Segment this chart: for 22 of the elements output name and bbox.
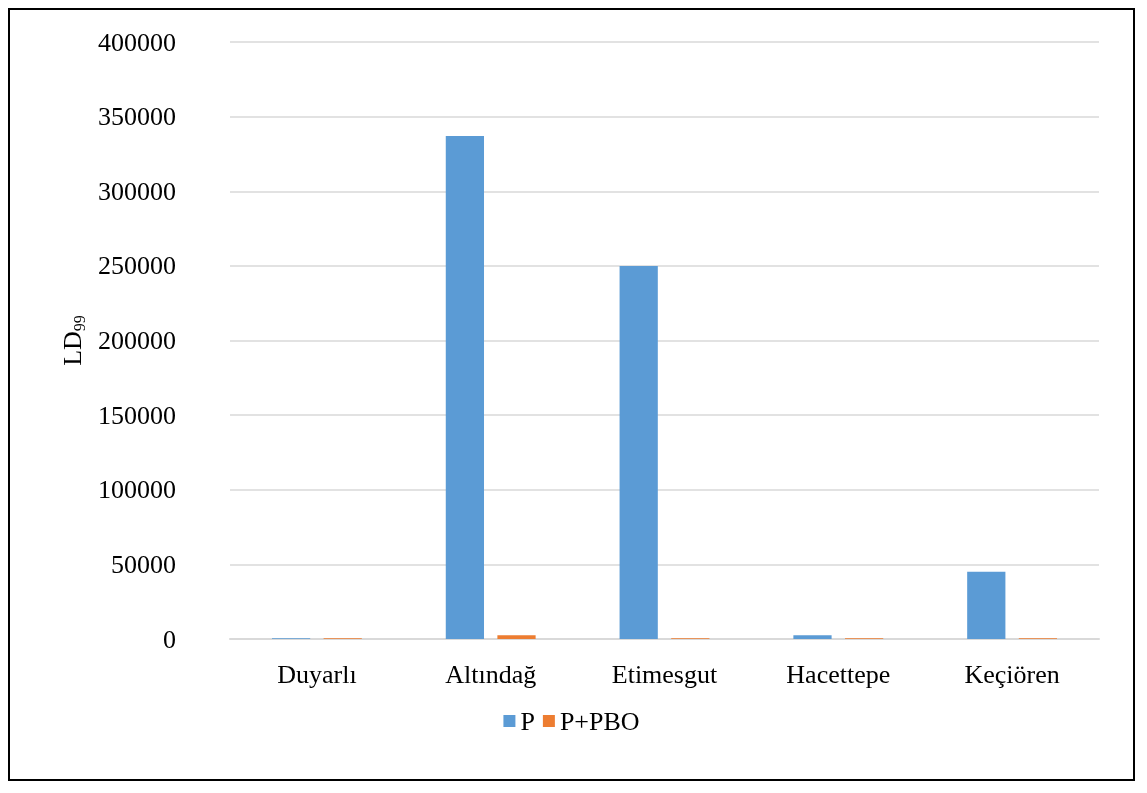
bar: [793, 635, 832, 639]
bar: [967, 571, 1006, 639]
y-tick-label: 100000: [98, 475, 176, 505]
x-tick-label: Duyarlı: [277, 659, 357, 689]
y-tick-label: 50000: [111, 549, 176, 579]
legend-label: P: [520, 706, 535, 736]
y-tick-label: 150000: [98, 400, 176, 430]
x-tick-label: Hacettepe: [786, 659, 891, 689]
y-tick-label: 350000: [98, 102, 176, 132]
x-tick-label: Keçiören: [964, 659, 1060, 689]
bar: [619, 265, 658, 639]
x-tick-label: Etimesgut: [611, 659, 718, 689]
y-tick-label: 300000: [98, 176, 176, 206]
y-tick-label: 400000: [98, 27, 176, 57]
bar: [497, 635, 536, 639]
y-tick-label: 200000: [98, 326, 176, 355]
y-tick-label: 0: [163, 624, 176, 654]
x-tick-label: Altındağ: [445, 659, 537, 689]
y-tick-label: 250000: [98, 251, 176, 281]
y-axis-title: LD99: [57, 315, 88, 366]
legend-label: P+PBO: [559, 706, 640, 736]
bar: [445, 136, 485, 639]
